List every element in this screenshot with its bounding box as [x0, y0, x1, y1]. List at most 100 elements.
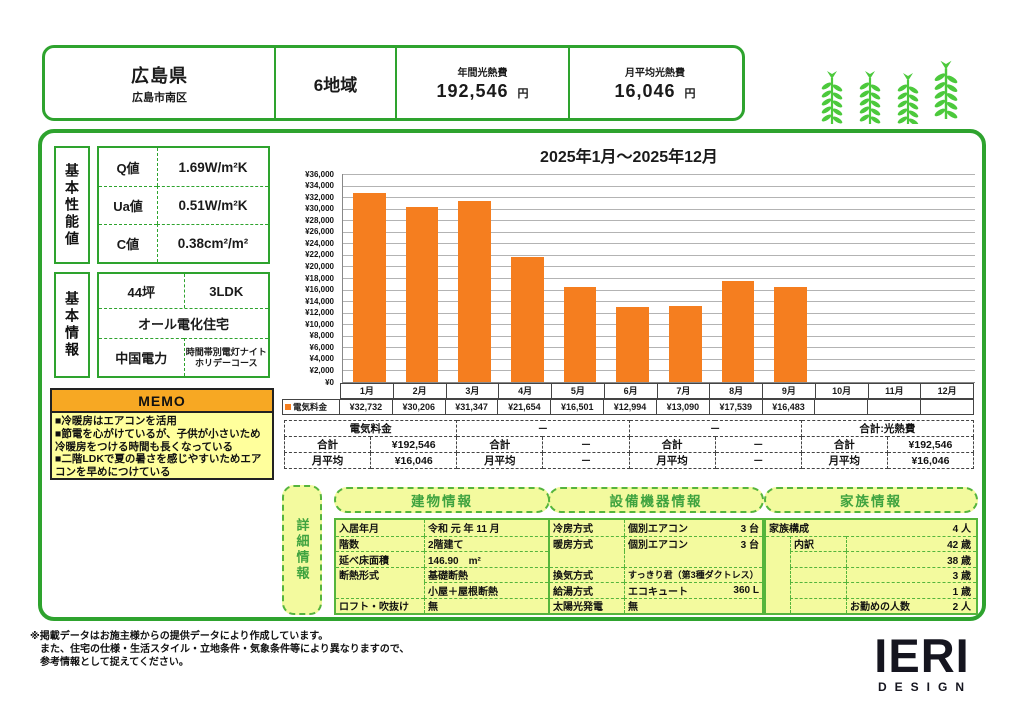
- y-axis-tick: ¥6,000: [309, 342, 334, 352]
- y-axis-tick: ¥14,000: [305, 296, 334, 306]
- row-value: 個別エアコン 3 台: [624, 535, 762, 551]
- chart-title: 2025年1月～2025年12月: [540, 149, 718, 166]
- gridline: [343, 335, 975, 337]
- memo-title: MEMO: [52, 390, 272, 413]
- month-label: 2月: [393, 383, 447, 399]
- month-value: ¥16,483: [762, 399, 816, 415]
- y-axis-tick: ¥18,000: [305, 273, 334, 283]
- y-axis-tick: ¥24,000: [305, 238, 334, 248]
- q-value-label: Q値: [116, 160, 140, 176]
- gridline: [343, 358, 975, 360]
- family-age: 42 歳: [846, 535, 976, 551]
- y-axis-tick: ¥36,000: [305, 169, 334, 179]
- row-value: 個別エアコン 3 台: [624, 520, 762, 536]
- row-value: 基礎断熱: [424, 566, 548, 582]
- gridline: [343, 197, 975, 199]
- row-value: 令和 元 年 11 月: [424, 520, 548, 536]
- month-value: ¥30,206: [392, 399, 446, 415]
- bar-9月: [774, 286, 807, 382]
- performance-section-label: 基本性能値: [54, 146, 90, 264]
- bar-4月: [511, 256, 544, 382]
- memo-box: MEMO ■冷暖房はエアコンを活用 ■節電を心がけているが、子供が小さいため冷暖…: [50, 388, 274, 480]
- ua-value: 0.51W/m²K: [157, 186, 268, 224]
- y-axis-tick: ¥12,000: [305, 308, 334, 318]
- month-label: 3月: [446, 383, 500, 399]
- summary-group-header: －: [456, 420, 630, 437]
- row-label: 暖房方式: [550, 535, 624, 551]
- family-info-header: 家族情報: [764, 487, 978, 513]
- monthly-cost-cell: 月平均光熱費 16,046 円: [568, 48, 740, 118]
- equipment-info-table: 冷房方式 個別エアコン 3 台 暖房方式 個別エアコン 3 台 換気方式 すっきり君…: [548, 518, 764, 615]
- row-value: 146.90 m²: [424, 551, 548, 567]
- month-label: 7月: [657, 383, 711, 399]
- month-label: 1月: [340, 383, 394, 399]
- gridline: [343, 347, 975, 349]
- avg-value: ¥16,046: [886, 452, 975, 469]
- chart-plot: [342, 174, 975, 383]
- gridline: [343, 185, 975, 187]
- gridline: [343, 243, 975, 245]
- row-label: 延べ床面積: [336, 551, 424, 567]
- month-value: ¥16,501: [551, 399, 605, 415]
- memo-body: ■冷暖房はエアコンを活用 ■節電を心がけているが、子供が小さいため冷暖房をつける…: [52, 413, 272, 481]
- city-name: 広島市南区: [132, 91, 187, 104]
- basic-info-section-label: 基本情報: [54, 272, 90, 378]
- month-label: 6月: [604, 383, 658, 399]
- gridline: [343, 254, 975, 256]
- y-axis-tick: ¥10,000: [305, 319, 334, 329]
- total-label: 合計: [628, 436, 716, 453]
- disclaimer-note: ※掲載データはお施主様からの提供データにより作成しています。 また、住宅の仕様・…: [30, 630, 409, 670]
- gridline: [343, 174, 975, 175]
- gridline: [343, 312, 975, 314]
- annual-cost-unit: 円: [517, 88, 529, 100]
- month-value: ¥13,090: [656, 399, 710, 415]
- y-axis-tick: ¥2,000: [309, 365, 334, 375]
- month-row: 1月 2月 3月 4月 5月 6月 7月 8月 9月 10月 11月 12月: [282, 383, 974, 399]
- total-value: ¥192,546: [370, 436, 458, 453]
- monthly-cost-value: 16,046: [614, 81, 676, 101]
- summary-group-header: －: [628, 420, 802, 437]
- row-value: 2階建て: [424, 535, 548, 551]
- memo-line: ■二階LDKで夏の暑さを感じやすいためエアコンを早めにつけている: [55, 453, 262, 479]
- summary-header-row: 電気料金 － － 合計:光熱費: [283, 420, 975, 437]
- total-value: ¥192,546: [886, 436, 975, 453]
- row-value: 小屋＋屋根断熱: [424, 582, 548, 598]
- region-cell: 6地域: [274, 48, 395, 118]
- report-main-box: 基本性能値 Q値 1.69W/m²K Ua値 0.51W/m²K C値 0.38…: [38, 129, 986, 621]
- month-label: 12月: [921, 383, 974, 399]
- avg-label: 月平均: [283, 452, 372, 469]
- disclaimer-line: ※掲載データはお施主様からの提供データにより作成しています。: [30, 631, 329, 642]
- equipment-info-header: 設備機器情報: [548, 487, 764, 513]
- annual-cost-cell: 年間光熱費 192,546 円: [395, 48, 568, 118]
- bar-2月: [405, 207, 439, 382]
- gridline: [343, 208, 975, 210]
- row-label: [336, 582, 424, 598]
- month-value: ¥12,994: [604, 399, 657, 415]
- month-value: ¥31,347: [445, 399, 499, 415]
- gridline: [343, 370, 975, 372]
- y-axis-tick: ¥16,000: [305, 285, 334, 295]
- memo-line: ■冷暖房はエアコンを活用: [55, 415, 177, 427]
- month-value: ¥21,654: [498, 399, 552, 415]
- y-axis-tick: ¥20,000: [305, 261, 334, 271]
- power-company: 中国電力: [99, 338, 184, 376]
- month-label: 8月: [710, 383, 763, 399]
- row-label: ロフト・吹抜け: [336, 597, 424, 613]
- total-label: 合計: [456, 436, 544, 453]
- total-value: －: [542, 436, 630, 453]
- building-info-table: 入居年月 令和 元 年 11 月 階数 2階建て 延べ床面積 146.90 m²…: [334, 518, 550, 615]
- row-value: エコキュート 360 L: [624, 582, 762, 598]
- month-value: [815, 399, 869, 415]
- prefecture-name: 広島県: [131, 65, 188, 86]
- summary-total-row: 合計 ¥192,546 合計 － 合計 － 合計 ¥192,546: [283, 436, 975, 453]
- building-info-header: 建物情報: [334, 487, 550, 513]
- series-row: 電気料金 ¥32,732 ¥30,206 ¥31,347 ¥21,654 ¥16,501…: [282, 399, 974, 415]
- bar-6月: [616, 306, 649, 382]
- location-summary-box: 広島県 広島市南区 6地域 年間光熱費 192,546 円 月平均光熱費 16,…: [42, 45, 745, 121]
- y-axis-tick: ¥22,000: [305, 250, 334, 260]
- electricity-plan: 時間帯別電灯ナイトホリデーコース: [183, 338, 268, 376]
- row-value: 無: [624, 597, 762, 613]
- bar-7月: [669, 306, 702, 382]
- gridline: [343, 324, 975, 326]
- month-row-corner: [282, 383, 340, 399]
